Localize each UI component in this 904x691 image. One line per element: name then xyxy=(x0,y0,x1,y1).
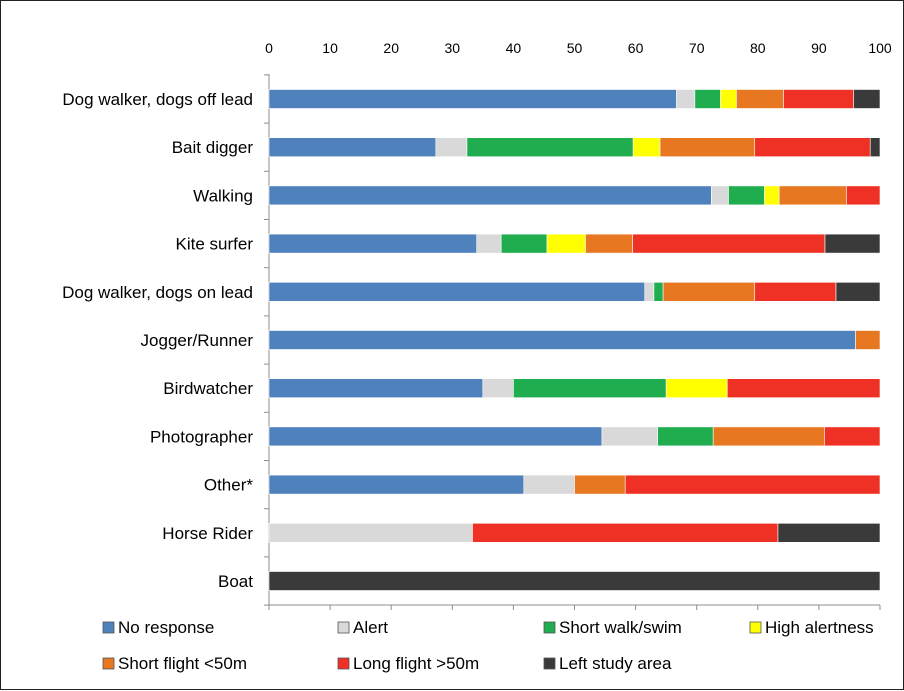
category-label: Jogger/Runner xyxy=(141,331,254,350)
bar-segment xyxy=(712,426,825,447)
category-label: Other* xyxy=(204,476,254,495)
legend-label: Short flight <50m xyxy=(118,654,247,673)
bar-segment xyxy=(632,233,826,254)
bar-segment xyxy=(824,426,881,447)
bar-segment xyxy=(855,330,881,350)
legend-label: No response xyxy=(118,618,214,637)
bar-segment xyxy=(546,233,586,254)
bar-segment xyxy=(268,281,646,302)
bar-segment xyxy=(624,474,881,495)
bar-segment xyxy=(726,378,881,399)
bar-segment xyxy=(632,137,661,157)
bar-segment xyxy=(783,89,855,109)
bar-segment xyxy=(268,330,856,350)
bar-segment xyxy=(482,378,514,399)
bar-segment xyxy=(268,474,525,495)
x-tick-label: 50 xyxy=(567,40,583,56)
bar-segment xyxy=(268,89,677,109)
category-label: Birdwatcher xyxy=(163,379,253,398)
x-tick-label: 100 xyxy=(868,40,892,56)
legend-swatch xyxy=(543,657,556,670)
bars-layer xyxy=(268,89,881,591)
bar-segment xyxy=(653,281,664,302)
category-label: Horse Rider xyxy=(162,524,253,543)
category-label: Walking xyxy=(193,186,253,205)
bar-segment xyxy=(694,89,721,109)
category-label: Boat xyxy=(218,572,253,591)
category-labels-layer: Dog walker, dogs off lead Bait digger Walk… xyxy=(62,90,253,591)
x-tick-label: 20 xyxy=(383,40,399,56)
bar-segment xyxy=(778,185,847,206)
legend-swatch xyxy=(102,657,115,670)
x-tick-label: 0 xyxy=(265,40,273,56)
bar-segment xyxy=(435,137,468,157)
bar-segment xyxy=(523,474,575,495)
bar-segment xyxy=(268,137,437,157)
legend-swatch xyxy=(337,657,350,670)
bar-segment xyxy=(835,281,881,302)
bar-segment xyxy=(777,522,881,543)
x-tick-label: 70 xyxy=(689,40,705,56)
x-tick-label: 30 xyxy=(445,40,461,56)
legend-swatch xyxy=(337,621,350,634)
bar-segment xyxy=(662,281,756,302)
bar-segment xyxy=(644,281,655,302)
bar-segment xyxy=(659,137,756,157)
bar-segment xyxy=(754,137,871,157)
bar-segment xyxy=(720,89,737,109)
bar-segment xyxy=(268,233,478,254)
bar-segment xyxy=(824,233,881,254)
bar-segment xyxy=(476,233,502,254)
bar-segment xyxy=(585,233,633,254)
legend-swatch xyxy=(543,621,556,634)
axis-layer: 0 10 20 30 40 50 60 70 80 90 100 xyxy=(264,40,892,610)
category-label: Dog walker, dogs on lead xyxy=(62,283,253,302)
bar-segment xyxy=(846,185,881,206)
bar-segment xyxy=(665,378,728,399)
legend-label: Short walk/swim xyxy=(559,618,682,637)
bar-segment xyxy=(268,378,484,399)
bar-segment xyxy=(601,426,658,447)
x-tick-label: 40 xyxy=(506,40,522,56)
bar-segment xyxy=(869,137,881,157)
category-label: Photographer xyxy=(150,427,253,446)
bar-segment xyxy=(466,137,634,157)
bar-segment xyxy=(728,185,765,206)
bar-segment xyxy=(764,185,780,206)
category-label: Dog walker, dogs off lead xyxy=(62,90,253,109)
legend-label: Alert xyxy=(353,618,388,637)
bar-segment xyxy=(268,571,881,591)
x-tick-label: 80 xyxy=(750,40,766,56)
bar-segment xyxy=(513,378,667,399)
bar-segment xyxy=(676,89,696,109)
bar-segment xyxy=(268,426,603,447)
x-tick-label: 90 xyxy=(811,40,827,56)
x-tick-label: 10 xyxy=(322,40,338,56)
bar-segment xyxy=(853,89,881,109)
category-label: Kite surfer xyxy=(176,235,254,254)
legend-label: Long flight >50m xyxy=(353,654,479,673)
legend-swatch xyxy=(749,621,762,634)
category-label: Bait digger xyxy=(172,138,254,157)
bar-segment xyxy=(736,89,784,109)
legend: No response Alert Short walk/swim High aler… xyxy=(102,618,874,673)
bar-segment xyxy=(500,233,548,254)
legend-label: High alertness xyxy=(765,618,874,637)
bar-segment xyxy=(711,185,729,206)
bar-segment xyxy=(574,474,626,495)
legend-label: Left study area xyxy=(559,654,672,673)
bar-segment xyxy=(754,281,837,302)
bar-segment xyxy=(268,522,473,543)
bar-segment xyxy=(472,522,779,543)
bar-segment xyxy=(268,185,712,206)
bar-segment xyxy=(657,426,714,447)
x-tick-label: 60 xyxy=(628,40,644,56)
legend-swatch xyxy=(102,621,115,634)
